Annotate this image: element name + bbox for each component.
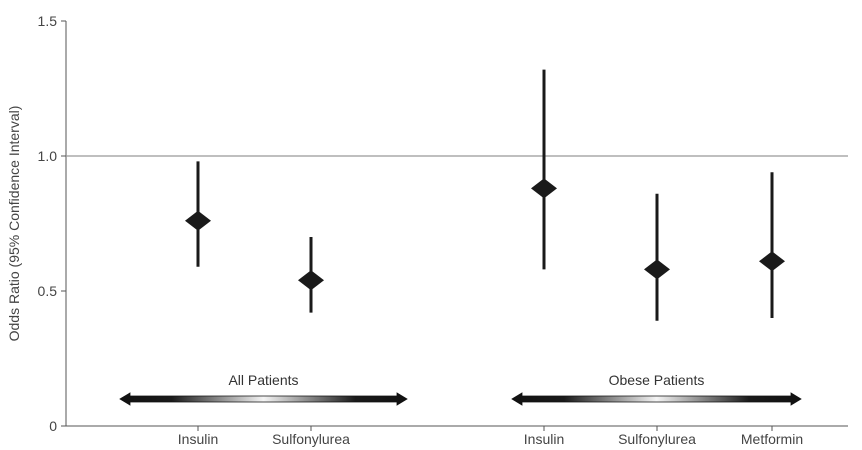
y-tick-label: 0 [49, 418, 57, 434]
y-axis-title: Odds Ratio (95% Confidence Interval) [6, 106, 22, 342]
category-label: Sulfonylurea [272, 431, 350, 447]
category-label: Insulin [524, 431, 564, 447]
group-arrow [511, 392, 802, 406]
y-tick-label: 0.5 [38, 283, 58, 299]
group-arrows: All Patients Obese Patients [119, 372, 802, 406]
y-tick-label: 1.0 [38, 148, 58, 164]
point-marker [531, 178, 557, 199]
category-label: Insulin [178, 431, 218, 447]
y-tick-label: 1.5 [38, 13, 58, 29]
axes: 0 0.5 1.0 1.5 Odds Ratio (95% Confidence Int… [6, 13, 848, 434]
group-label: Obese Patients [609, 372, 705, 388]
point-marker [644, 259, 670, 280]
category-label: Sulfonylurea [618, 431, 696, 447]
point-marker [298, 270, 324, 291]
group-arrow [119, 392, 408, 406]
category-label: Metformin [741, 431, 803, 447]
group-label: All Patients [228, 372, 298, 388]
point-marker [759, 251, 785, 272]
data-marks [185, 69, 785, 321]
labels: Insulin Sulfonylurea Insulin Sulfonylurea Me… [178, 431, 803, 447]
point-marker [185, 210, 211, 231]
